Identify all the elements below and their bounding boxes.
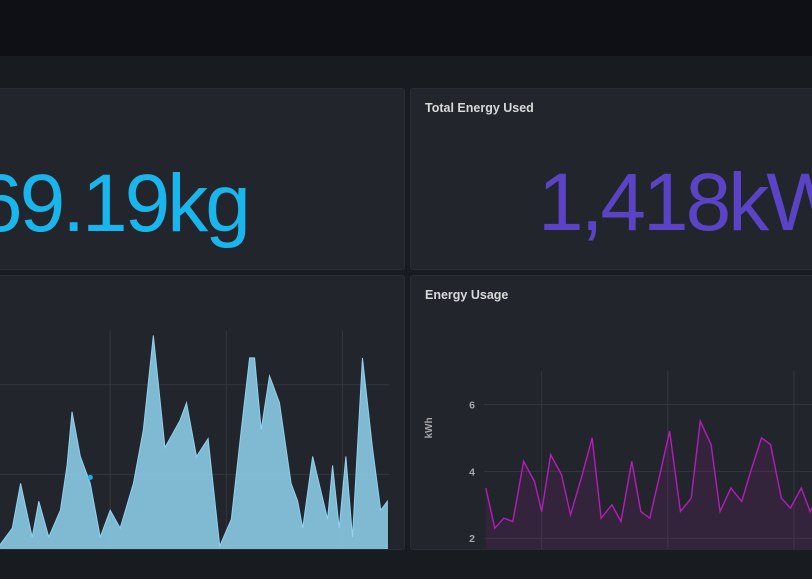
y-tick-label: 4 [469, 466, 475, 478]
hover-point [87, 474, 93, 480]
dashboard-canvas: 69.19kg Total Energy Used 1,418kW ep15 S… [0, 56, 812, 579]
energy-chart-panel[interactable]: Energy Usage 642 08 Sep15 Sep22 Sep kWh [410, 275, 812, 550]
energy-stat-panel[interactable]: Total Energy Used 1,418kW [410, 88, 812, 270]
co2-chart-panel[interactable]: ep15 Sep22 Sep29 Sep [0, 275, 405, 550]
energy-stat-value: 1,418kW [538, 157, 812, 248]
y-tick-label: 2 [469, 533, 475, 545]
energy-chart: 642 08 Sep15 Sep22 Sep kWh [424, 371, 812, 549]
panel-title: Total Energy Used [425, 101, 534, 115]
co2-chart: ep15 Sep22 Sep29 Sep [0, 331, 389, 549]
y-axis-label: kWh [424, 417, 435, 438]
y-tick-label: 6 [469, 399, 475, 411]
top-navigation-bar [0, 0, 812, 56]
co2-stat-panel[interactable]: 69.19kg [0, 88, 405, 270]
panel-title: Energy Usage [425, 288, 509, 302]
co2-series-area [0, 335, 388, 549]
co2-stat-value: 69.19kg [0, 158, 251, 249]
energy-series-line [485, 418, 812, 530]
energy-series-fill [485, 421, 812, 549]
